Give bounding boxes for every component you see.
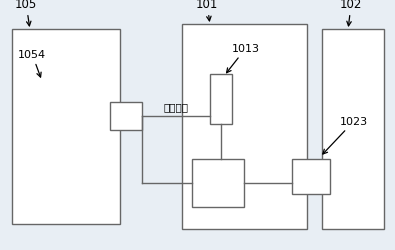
Text: 105: 105	[15, 0, 37, 27]
Text: 101: 101	[196, 0, 218, 22]
Bar	[292, 159, 330, 194]
Bar	[322, 30, 384, 229]
Text: 频率给定: 频率给定	[164, 102, 188, 112]
Bar	[210, 75, 232, 124]
Text: 1054: 1054	[18, 50, 46, 78]
Bar	[12, 30, 120, 224]
Bar	[192, 159, 244, 207]
Bar	[182, 25, 307, 229]
Bar	[110, 102, 142, 130]
Text: 1023: 1023	[323, 116, 368, 154]
Text: 102: 102	[340, 0, 362, 27]
Text: 1013: 1013	[227, 44, 260, 74]
